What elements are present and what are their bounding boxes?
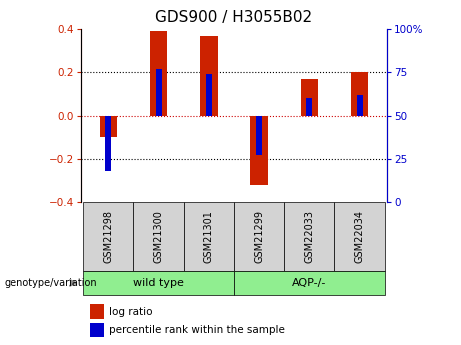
Text: GSM22033: GSM22033 <box>304 210 314 263</box>
Bar <box>90 304 104 319</box>
Bar <box>90 323 104 337</box>
Bar <box>256 116 262 155</box>
Bar <box>284 202 335 271</box>
Title: GDS900 / H3055B02: GDS900 / H3055B02 <box>155 10 313 26</box>
Bar <box>150 31 167 116</box>
Text: GSM21299: GSM21299 <box>254 210 264 263</box>
Bar <box>250 116 268 185</box>
Text: AQP-/-: AQP-/- <box>292 278 326 288</box>
Bar <box>306 98 313 116</box>
Bar <box>155 69 162 116</box>
Bar <box>133 202 183 271</box>
Bar <box>200 36 218 116</box>
Bar <box>206 74 212 116</box>
Bar <box>234 202 284 271</box>
Bar <box>83 202 133 271</box>
Text: GSM21300: GSM21300 <box>154 210 164 263</box>
Bar <box>301 79 318 116</box>
Text: wild type: wild type <box>133 278 184 288</box>
Text: GSM21298: GSM21298 <box>103 210 113 263</box>
Text: GSM21301: GSM21301 <box>204 210 214 263</box>
Bar <box>83 271 234 295</box>
Bar <box>351 72 368 116</box>
Bar <box>183 202 234 271</box>
Bar <box>234 271 385 295</box>
Text: percentile rank within the sample: percentile rank within the sample <box>109 325 285 335</box>
Text: GSM22034: GSM22034 <box>355 210 365 263</box>
Bar <box>105 116 112 171</box>
Text: genotype/variation: genotype/variation <box>5 278 97 288</box>
Text: log ratio: log ratio <box>109 307 153 317</box>
Bar <box>100 116 117 137</box>
Bar <box>335 202 385 271</box>
Bar <box>357 95 363 116</box>
